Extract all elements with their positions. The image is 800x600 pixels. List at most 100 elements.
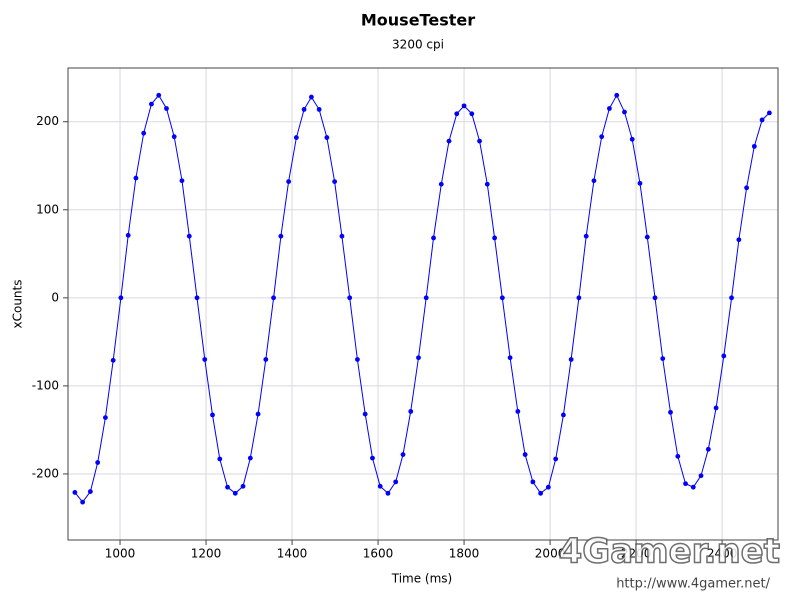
data-point: [347, 295, 353, 301]
data-point: [278, 233, 284, 239]
data-point: [736, 237, 742, 243]
data-point: [751, 143, 757, 149]
data-point: [210, 412, 215, 418]
data-point: [492, 235, 498, 241]
data-point: [156, 92, 162, 98]
data-point: [393, 479, 399, 485]
data-point: [362, 411, 368, 417]
data-point: [232, 490, 238, 496]
data-point: [652, 295, 658, 301]
data-point: [675, 453, 681, 459]
data-point: [110, 357, 116, 363]
data-point: [690, 484, 696, 490]
data-point: [622, 109, 627, 115]
data-point: [561, 412, 566, 418]
data-point: [194, 295, 200, 301]
data-point: [499, 295, 505, 301]
data-point: [293, 135, 299, 140]
x-tick-label: 1800: [449, 547, 480, 561]
data-point: [637, 180, 643, 186]
data-point: [240, 483, 246, 489]
data-point: [607, 106, 612, 111]
data-point: [438, 181, 444, 187]
chart-subtitle: 3200 cpi: [392, 38, 444, 52]
data-point: [316, 106, 322, 112]
data-point: [553, 456, 559, 462]
data-point: [164, 106, 169, 111]
data-point: [530, 479, 536, 485]
data-point: [668, 409, 673, 415]
data-point: [149, 101, 154, 107]
data-point: [377, 483, 383, 489]
data-point: [141, 130, 147, 136]
data-point: [416, 355, 421, 361]
data-point: [309, 94, 314, 100]
data-point: [225, 484, 230, 490]
data-point: [118, 295, 124, 301]
data-point: [660, 356, 666, 361]
data-point: [186, 233, 192, 239]
data-point: [538, 490, 544, 496]
data-point: [80, 499, 86, 505]
x-axis-label: Time (ms): [391, 572, 453, 586]
data-point: [469, 111, 475, 117]
data-point: [698, 473, 704, 479]
data-point: [408, 409, 414, 414]
x-tick-label: 1200: [191, 547, 222, 561]
data-point: [759, 117, 765, 123]
data-point: [744, 185, 750, 191]
data-point: [103, 415, 108, 420]
data-point: [263, 357, 269, 362]
watermark-logo: 4Gamer.net: [559, 532, 780, 572]
watermark-url: http://www.4gamer.net/: [616, 577, 770, 592]
data-point: [400, 452, 406, 457]
data-point: [599, 134, 605, 140]
x-tick-label: 2400: [707, 547, 738, 561]
y-tick-label: -200: [32, 466, 59, 480]
data-point: [125, 232, 131, 238]
data-point: [477, 138, 482, 144]
data-point: [507, 355, 513, 361]
data-point: [484, 181, 490, 187]
y-tick-label: 200: [36, 114, 59, 128]
y-axis-label: xCounts: [11, 280, 25, 329]
data-point: [301, 106, 307, 112]
x-tick-label: 1600: [363, 547, 394, 561]
data-point: [644, 234, 650, 240]
data-point: [370, 455, 375, 461]
data-point: [591, 178, 597, 184]
x-tick-label: 2200: [621, 547, 652, 561]
data-point: [454, 111, 460, 117]
data-point: [255, 411, 261, 417]
data-point: [522, 452, 528, 457]
data-point: [385, 490, 391, 496]
data-point: [286, 179, 292, 184]
data-point: [431, 235, 436, 241]
data-point: [515, 409, 521, 414]
data-point: [568, 357, 574, 362]
data-point: [247, 455, 253, 461]
data-point: [171, 134, 177, 140]
data-point: [629, 136, 635, 142]
data-point: [95, 460, 101, 465]
plot-frame: [67, 67, 779, 541]
data-point: [179, 178, 185, 184]
data-point: [332, 179, 338, 184]
data-point: [683, 481, 688, 487]
chart-title: MouseTester: [361, 11, 475, 30]
data-point: [766, 110, 772, 116]
data-point: [271, 295, 276, 301]
data-point: [705, 446, 711, 452]
data-point: [202, 357, 208, 362]
y-tick-label: -100: [32, 378, 59, 392]
data-point: [446, 138, 452, 144]
y-tick-label: 100: [36, 202, 59, 216]
data-point: [461, 103, 467, 109]
y-tick-label: 0: [51, 290, 59, 304]
data-point: [324, 135, 330, 140]
data-point: [729, 295, 734, 301]
x-tick-label: 1000: [105, 547, 136, 561]
data-point: [423, 295, 429, 301]
